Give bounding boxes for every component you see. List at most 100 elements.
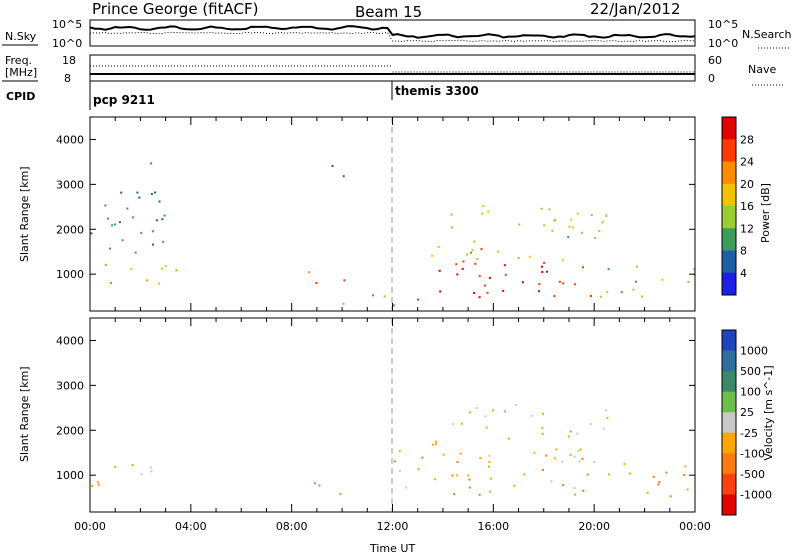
- scatter-point-region-3: [342, 175, 345, 178]
- scatter-point-region-6: [541, 265, 543, 268]
- scatter-point-region-4: [607, 473, 610, 476]
- nsky-label: N.Sky: [5, 30, 37, 43]
- colorbar-swatch: [722, 494, 736, 516]
- scatter-point-region-3: [541, 432, 544, 435]
- scatter-point-region-6: [558, 280, 561, 283]
- scatter-point-region-5: [392, 304, 395, 307]
- scatter-point-region-3: [459, 452, 462, 455]
- scatter-point-region-2: [467, 474, 470, 477]
- nave-tick-top: 60: [708, 54, 722, 67]
- colorbar-swatch: [722, 183, 736, 207]
- scatter-point-region-1: [121, 239, 124, 242]
- scatter-point-region-2: [523, 473, 526, 476]
- x-tick-label: 20:00: [578, 520, 610, 533]
- scatter-point-region-3: [452, 423, 455, 426]
- scatter-point-region-6: [438, 269, 441, 272]
- scatter-point-region-1: [138, 196, 141, 199]
- scatter-point-region-7: [451, 226, 453, 229]
- scatter-point-region-3: [475, 407, 478, 409]
- x-tick-label: 00:00: [679, 520, 711, 533]
- freq-trace: [90, 65, 695, 75]
- scatter-point-region-2: [393, 460, 396, 463]
- date-title: 22/Jan/2012: [590, 0, 681, 18]
- scatter-point-region-3: [460, 422, 463, 425]
- scatter-point-region-7: [576, 212, 579, 215]
- power-panel: Slant Range [km] 1000 2000 3000 4000: [18, 116, 696, 312]
- velocity-colorbar: 1000 500 100 25 -25 -100 -500 -1000: [721, 329, 772, 516]
- scatter-point-region-1: [150, 193, 153, 195]
- scatter-point-region-6: [488, 276, 491, 279]
- scatter-point-region-2: [479, 457, 482, 459]
- scatter-point-region-2: [468, 478, 471, 481]
- colorbar-tick-label: -25: [740, 427, 758, 440]
- power-colorbar-label: Power [dB]: [759, 183, 772, 243]
- cpid-label: CPID: [6, 90, 35, 103]
- scatter-point-region-1: [114, 223, 116, 226]
- freq-tick-bottom: 8: [64, 72, 71, 85]
- scatter-point-region-6: [582, 266, 584, 269]
- scatter-point-region-6: [573, 283, 576, 286]
- y-tick-label: 1000: [56, 268, 84, 281]
- scatter-point-region-1: [126, 207, 129, 210]
- scatter-point-region-2: [343, 279, 346, 282]
- scatter-point-region-2: [533, 451, 536, 454]
- colorbar-tick-label: 1000: [740, 345, 768, 358]
- velocity-yticks: 1000 2000 3000 4000: [56, 334, 695, 482]
- scatter-point-region-1: [163, 214, 166, 217]
- x-tick-label: 04:00: [175, 520, 207, 533]
- colorbar-swatch: [722, 139, 736, 162]
- velocity-scatter: [91, 404, 689, 498]
- colorbar-swatch: [722, 161, 736, 185]
- scatter-point-region-7: [598, 230, 601, 232]
- scatter-point-region-7: [497, 250, 499, 253]
- scatter-point-region-0: [97, 483, 100, 486]
- scatter-point-region-3: [606, 417, 609, 420]
- scatter-point-region-1: [152, 243, 154, 246]
- scatter-point-region-7: [471, 249, 474, 252]
- scatter-point-region-7: [487, 210, 490, 213]
- scatter-point-region-6: [504, 273, 507, 276]
- cpid-row: CPID pcp 9211 themis 3300: [6, 81, 479, 110]
- scatter-point-region-4: [629, 472, 631, 475]
- scatter-point-region-3: [579, 448, 582, 451]
- scatter-point-region-7: [567, 236, 570, 238]
- colorbar-tick-label: 4: [740, 267, 747, 280]
- freq-label: Freq.: [5, 54, 32, 67]
- cpid-segment-0: pcp 9211: [93, 93, 155, 107]
- scatter-point-region-7: [554, 218, 557, 221]
- scatter-point-region-2: [553, 457, 556, 460]
- scatter-point-region-4: [371, 294, 374, 297]
- scatter-point-region-7: [568, 225, 571, 228]
- scatter-point-region-7: [580, 231, 583, 234]
- scatter-point-region-2: [434, 478, 437, 481]
- scatter-point-region-3: [561, 460, 564, 463]
- x-axis-tick-labels: 00:00 04:00 08:00 12:00 16:00 20:00 00:00: [74, 520, 711, 533]
- scatter-point-region-6: [562, 282, 565, 285]
- scatter-point-region-8: [635, 265, 638, 268]
- scatter-point-region-6: [439, 290, 442, 293]
- colorbar-tick-label: 100: [740, 386, 761, 399]
- scatter-point-region-0: [114, 465, 117, 468]
- scatter-point-region-6: [473, 291, 475, 294]
- scatter-point-region-4: [383, 295, 386, 298]
- colorbar-tick-label: 16: [740, 200, 754, 213]
- scatter-point-region-7: [450, 213, 453, 216]
- scatter-point-region-6: [486, 291, 489, 294]
- scatter-point-region-1: [140, 231, 143, 234]
- scatter-point-region-4: [623, 463, 626, 465]
- scatter-point-region-7: [590, 214, 593, 217]
- scatter-point-region-1: [151, 230, 154, 233]
- scatter-point-region-8: [632, 288, 635, 291]
- scatter-point-region-1: [136, 191, 139, 194]
- scatter-point-region-3: [485, 426, 488, 429]
- velocity-xticks: [89, 318, 696, 512]
- scatter-point-region-2: [421, 456, 424, 459]
- scatter-point-region-3: [589, 422, 592, 425]
- scatter-point-region-3: [484, 415, 487, 418]
- scatter-point-region-3: [573, 455, 576, 458]
- colorbar-swatch: [722, 391, 736, 413]
- scatter-point-region-7: [431, 254, 434, 257]
- scatter-point-region-2: [488, 465, 490, 468]
- scatter-point-region-7: [548, 208, 551, 211]
